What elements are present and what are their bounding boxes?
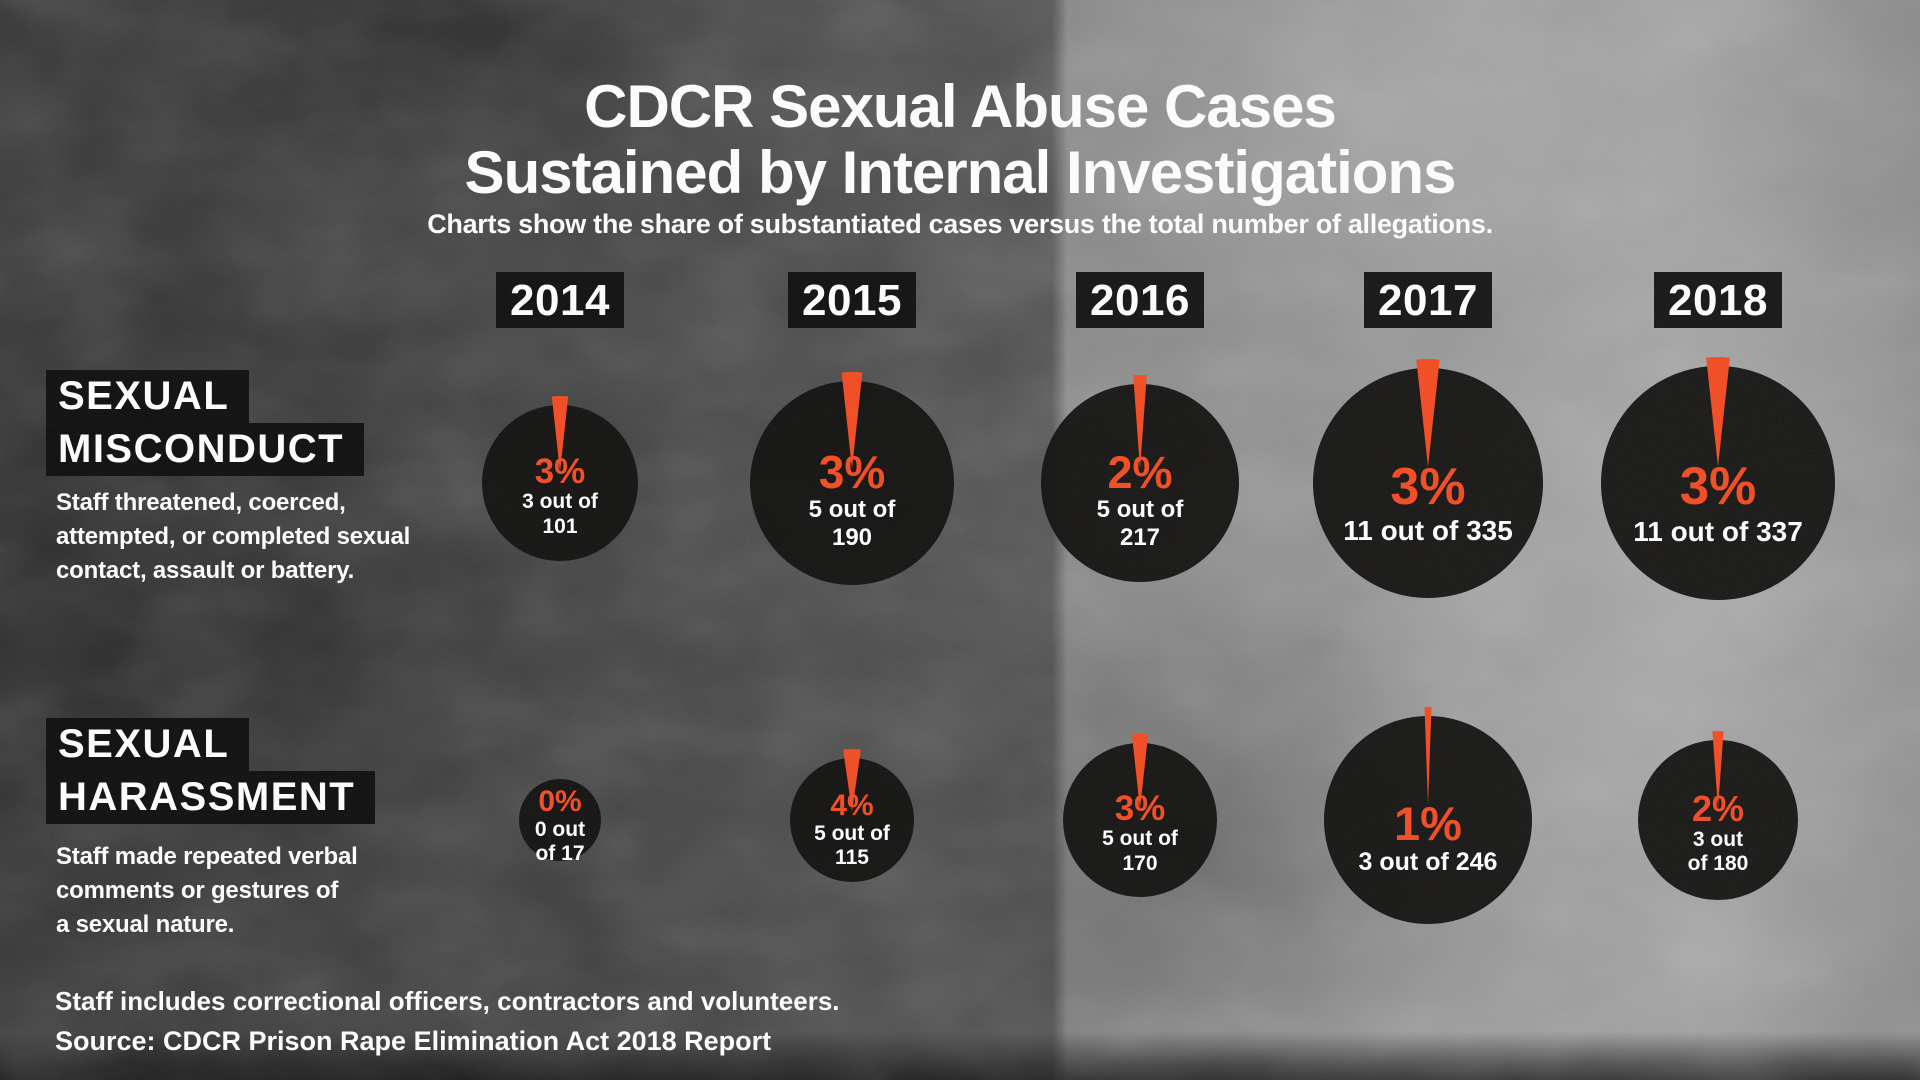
count-label: 5 out of [1096,495,1184,523]
pie-value-labels: 3% 11 out of 335 [1299,375,1557,633]
percent-label: 1% [1394,797,1462,851]
count-label: 11 out of 335 [1343,515,1513,546]
pie-sexual-harassment-2014: 0% 0 out of 17 [505,765,615,875]
pie-sexual-misconduct-2017: 3% 11 out of 335 [1299,354,1557,612]
year-label-2016: 2016 [1076,272,1204,328]
percent-label: 2% [1691,787,1745,829]
count-label: 5 out of [814,821,890,845]
pie-value-labels: 0% 0 out of 17 [505,772,615,882]
pie-value-labels: 4% 5 out of 115 [776,755,928,907]
pie-value-labels: 3% 11 out of 337 [1587,373,1849,635]
count-label: 5 out of [808,496,896,524]
percent-label: 3% [1390,457,1466,516]
count-label: 170 [1122,851,1158,875]
percent-label: 4% [830,788,874,822]
count-label: 190 [831,524,873,552]
row-label-line: SEXUAL [46,718,250,771]
pie-value-labels: 3% 3 out of 101 [468,405,652,589]
count-label: 3 out of 246 [1358,848,1498,877]
pie-sexual-misconduct-2018: 3% 11 out of 337 [1587,352,1849,614]
row-description-sexual-misconduct: Staff threatened, coerced, attempted, or… [56,489,411,584]
year-label-2014: 2014 [496,272,624,328]
pie-value-labels: 1% 3 out of 246 [1310,721,1546,957]
count-label: of 17 [535,842,585,866]
pie-value-labels: 3% 5 out of 170 [1049,743,1231,925]
pie-value-labels: 2% 5 out of 217 [1027,388,1253,614]
page-title-line-2: Sustained by Internal Investigations [464,139,1457,207]
row-description-sexual-harassment: Staff made repeated verbal comments or g… [56,843,358,938]
percent-label: 3% [818,446,886,499]
count-label: 217 [1119,523,1161,551]
count-label: 3 out of [522,490,598,514]
percent-label: 0% [538,784,582,818]
row-label-line: MISCONDUCT [46,423,365,476]
footnote: Staff includes correctional officers, co… [55,986,840,1016]
row-label-sexual-harassment: SEXUAL HARASSMENT [46,718,376,824]
count-label: 115 [835,846,869,870]
pie-sexual-misconduct-2014: 3% 3 out of 101 [468,391,652,575]
count-label: 101 [542,514,578,538]
pie-sexual-harassment-2018: 2% 3 out of 180 [1624,726,1812,914]
count-label: of 180 [1687,852,1749,876]
row-label-line: HARASSMENT [46,771,376,824]
pie-value-labels: 2% 3 out of 180 [1624,740,1812,928]
count-label: 11 out of 337 [1633,515,1803,547]
count-label: 3 out [1692,827,1744,851]
percent-label: 3% [534,452,586,492]
percent-label: 2% [1107,446,1173,498]
pie-sexual-harassment-2017: 1% 3 out of 246 [1310,702,1546,938]
count-label: 5 out of [1102,827,1178,851]
pie-sexual-misconduct-2015: 3% 5 out of 190 [736,367,968,599]
pie-sexual-harassment-2015: 4% 5 out of 115 [776,744,928,896]
year-label-2017: 2017 [1364,272,1492,328]
row-label-line: SEXUAL [46,370,250,423]
count-label: 0 out [534,817,586,841]
percent-label: 3% [1114,789,1166,829]
pie-value-labels: 3% 5 out of 190 [736,385,968,617]
percent-label: 3% [1679,457,1757,517]
pie-sexual-harassment-2016: 3% 5 out of 170 [1049,729,1231,911]
year-label-2018: 2018 [1654,272,1782,328]
page-subtitle: Charts show the share of substantiated c… [427,209,1493,239]
page-title-line-1: CDCR Sexual Abuse Cases [584,73,1337,141]
row-label-sexual-misconduct: SEXUAL MISCONDUCT [46,370,365,476]
year-label-2015: 2015 [788,272,916,328]
pie-sexual-misconduct-2016: 2% 5 out of 217 [1027,370,1253,596]
source-citation: Source: CDCR Prison Rape Elimination Act… [55,1026,772,1056]
